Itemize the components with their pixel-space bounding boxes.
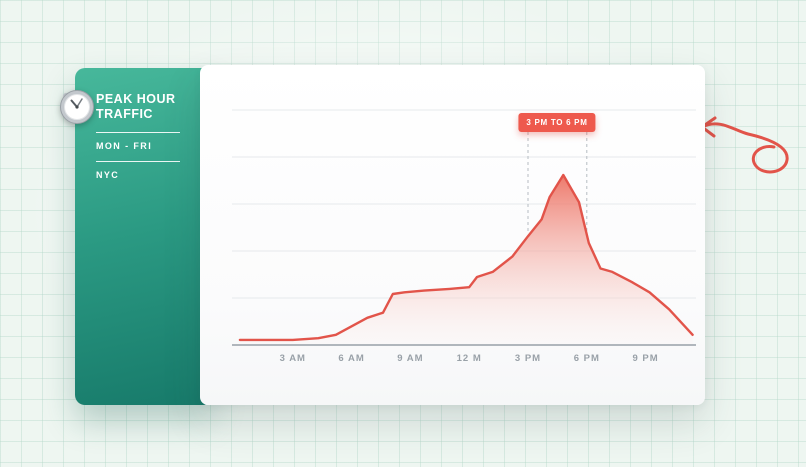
- x-tick-label: 9 AM: [397, 353, 424, 364]
- card-title: PEAK HOUR TRAFFIC: [96, 92, 197, 122]
- x-tick-label: 3 PM: [514, 353, 542, 364]
- days-label: MON - FRI: [96, 141, 153, 151]
- peak-annotation-badge: 3 PM TO 6 PM: [518, 113, 596, 132]
- x-tick-label: 6 AM: [338, 353, 365, 364]
- x-tick-label: 9 PM: [632, 353, 659, 364]
- sidebar-panel: PEAK HOUR TRAFFIC MON - FRI NYC: [60, 68, 213, 405]
- chart-panel: 3 PM TO 6 PM 3 AM 6 AM 9 AM 12 M 3 PM 6 PM 9 P…: [200, 65, 705, 405]
- divider: [96, 161, 180, 162]
- x-tick-label: 12 M: [456, 353, 482, 364]
- x-tick-label: 6 PM: [573, 353, 600, 364]
- divider: [96, 132, 180, 133]
- traffic-area-chart: [232, 109, 696, 346]
- card-title-line2: TRAFFIC: [96, 107, 153, 121]
- x-tick-label: 3 AM: [279, 353, 306, 364]
- location-label: NYC: [96, 170, 120, 180]
- card-title-line1: PEAK HOUR: [96, 92, 176, 106]
- x-axis-labels: 3 AM 6 AM 9 AM 12 M 3 PM 6 PM 9 PM: [228, 353, 700, 369]
- clock-icon: [60, 90, 94, 124]
- arrow-doodle: [700, 116, 789, 174]
